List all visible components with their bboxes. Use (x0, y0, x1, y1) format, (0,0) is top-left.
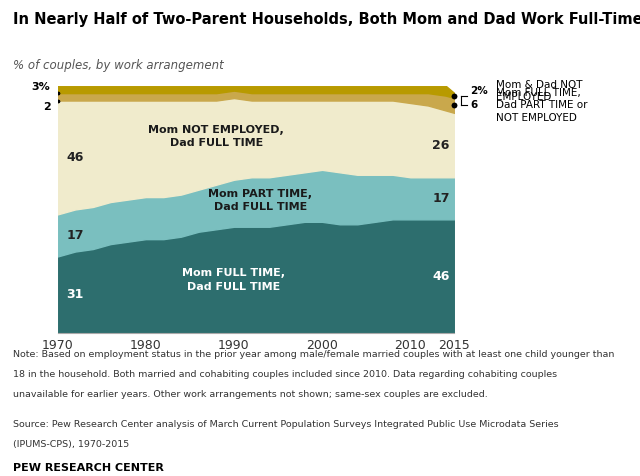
Text: 17: 17 (67, 229, 84, 242)
Text: 46: 46 (67, 151, 84, 164)
Text: 2: 2 (43, 102, 51, 112)
Text: % of couples, by work arrangement: % of couples, by work arrangement (13, 60, 223, 72)
Text: 26: 26 (433, 139, 450, 151)
Text: Mom & Dad NOT
EMPLOYED: Mom & Dad NOT EMPLOYED (496, 79, 582, 102)
Text: Mom FULL TIME,
Dad PART TIME or
NOT EMPLOYED: Mom FULL TIME, Dad PART TIME or NOT EMPL… (496, 88, 588, 123)
Text: 3%: 3% (32, 82, 51, 92)
Text: Mom FULL TIME,
Dad FULL TIME: Mom FULL TIME, Dad FULL TIME (182, 268, 285, 292)
Text: 17: 17 (433, 192, 450, 205)
Text: Mom NOT EMPLOYED,
Dad FULL TIME: Mom NOT EMPLOYED, Dad FULL TIME (148, 125, 284, 148)
Text: 2%: 2% (470, 86, 488, 96)
Text: 31: 31 (67, 288, 84, 301)
Text: unavailable for earlier years. Other work arrangements not shown; same-sex coupl: unavailable for earlier years. Other wor… (13, 390, 488, 399)
Text: PEW RESEARCH CENTER: PEW RESEARCH CENTER (13, 463, 164, 473)
Text: (IPUMS-CPS), 1970-2015: (IPUMS-CPS), 1970-2015 (13, 440, 129, 449)
Text: 46: 46 (433, 270, 450, 283)
Text: Source: Pew Research Center analysis of March Current Population Surveys Integra: Source: Pew Research Center analysis of … (13, 420, 559, 429)
Text: Note: Based on employment status in the prior year among male/female married cou: Note: Based on employment status in the … (13, 350, 614, 359)
Text: 18 in the household. Both married and cohabiting couples included since 2010. Da: 18 in the household. Both married and co… (13, 370, 557, 379)
Text: In Nearly Half of Two-Parent Households, Both Mom and Dad Work Full-Time: In Nearly Half of Two-Parent Households,… (13, 12, 640, 27)
Text: Mom PART TIME,
Dad FULL TIME: Mom PART TIME, Dad FULL TIME (209, 189, 312, 212)
Text: 6: 6 (470, 100, 477, 110)
